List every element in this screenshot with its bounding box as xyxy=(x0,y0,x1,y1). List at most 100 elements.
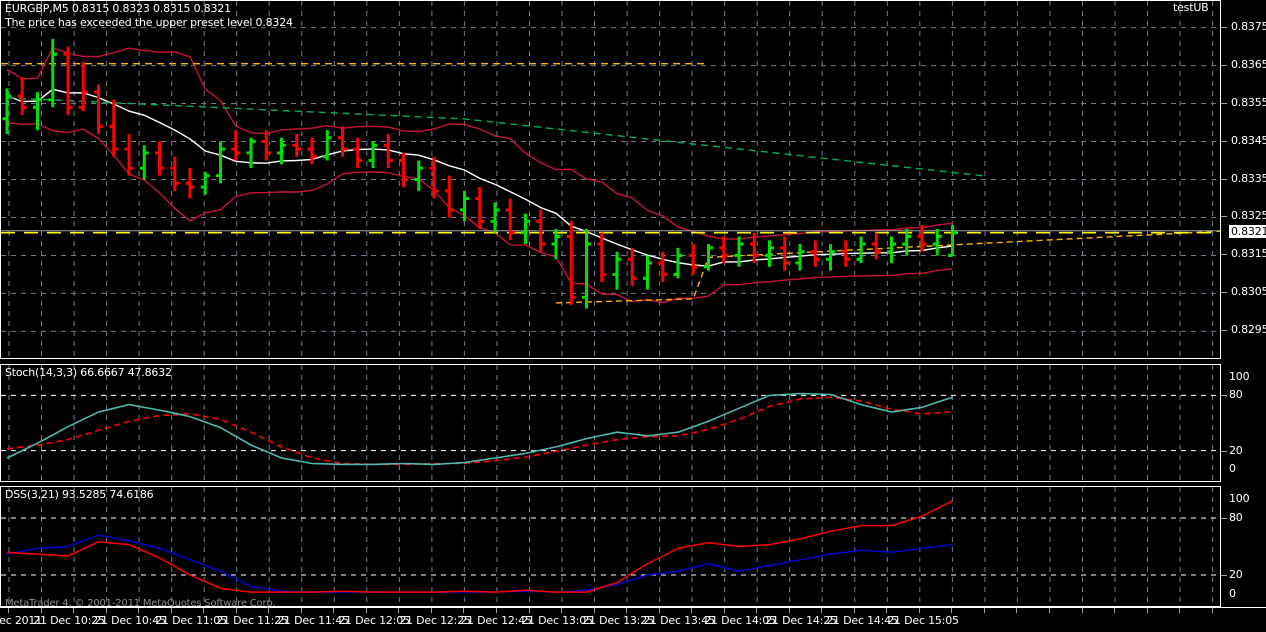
time-axis-tick xyxy=(300,608,302,613)
time-axis-tick xyxy=(951,608,953,613)
indicator-axis-tick xyxy=(1221,450,1227,452)
time-axis-label: 21 Dec 11:25 xyxy=(216,614,288,627)
time-axis-tick xyxy=(658,608,660,613)
time-axis-tick xyxy=(853,608,855,613)
symbol-ohlc-label: EURGBP,M5 0.8315 0.8323 0.8315 0.8321 xyxy=(5,2,231,15)
indicator-axis-label: 80 xyxy=(1229,388,1243,402)
time-axis-label: 21 Dec 15:05 xyxy=(887,614,959,627)
indicator-axis-label: 100 xyxy=(1229,370,1250,383)
time-axis-tick xyxy=(235,608,237,613)
time-axis-tick xyxy=(40,608,42,613)
time-axis-tick xyxy=(821,608,823,613)
time-axis-tick xyxy=(170,608,172,613)
alert-message: The price has exceeded the upper preset … xyxy=(5,16,293,29)
indicator-axis-label: 100 xyxy=(1229,492,1250,505)
time-axis-tick xyxy=(528,608,530,613)
time-axis-tick xyxy=(1211,608,1213,613)
time-axis-tick xyxy=(8,608,9,613)
time-axis-tick xyxy=(691,608,693,613)
price-axis-tick xyxy=(1221,140,1227,142)
time-axis-tick xyxy=(1114,608,1115,613)
time-axis-tick xyxy=(365,608,367,613)
stoch-label: Stoch(14,3,3) 66.6667 47.8632 xyxy=(5,366,172,379)
price-axis-label: 0.8335 xyxy=(1231,171,1266,185)
time-axis-label: 21 Dec 12:25 xyxy=(399,614,471,627)
stoch-plot[interactable] xyxy=(1,365,1220,481)
time-axis-label: 21 Dec 2011 xyxy=(0,614,43,627)
price-axis-label: 0.8355 xyxy=(1231,95,1266,109)
price-axis-label: 0.8295 xyxy=(1231,323,1266,337)
indicator-axis-label: 0 xyxy=(1229,462,1236,475)
time-axis-tick xyxy=(918,608,920,613)
time-axis-tick xyxy=(1146,608,1148,613)
price-axis-label: 0.8305 xyxy=(1231,285,1266,299)
time-axis-tick xyxy=(430,608,432,613)
time-axis-label: 21 Dec 13:05 xyxy=(521,614,593,627)
time-axis-tick xyxy=(138,608,140,613)
price-axis-tick xyxy=(1221,292,1227,294)
time-axis-tick xyxy=(1016,608,1018,613)
time-axis-label: 21 Dec 14:25 xyxy=(765,614,837,627)
price-axis-tick xyxy=(1221,102,1227,104)
time-axis-tick xyxy=(1179,608,1181,613)
dss-plot[interactable] xyxy=(1,487,1220,606)
price-axis[interactable]: 0.8375 0.8365 0.8355 0.8345 0.8335 0.8325 0.83… xyxy=(1221,0,1266,607)
time-axis-label: 21 Dec 14:05 xyxy=(704,614,776,627)
time-axis-label: 21 Dec 13:25 xyxy=(582,614,654,627)
time-axis-tick xyxy=(593,608,595,613)
time-axis-tick xyxy=(1081,608,1083,613)
price-plot[interactable] xyxy=(1,1,1220,358)
time-axis-label: 21 Dec 12:05 xyxy=(338,614,410,627)
time-axis-tick xyxy=(105,608,107,613)
price-axis-label: 0.8365 xyxy=(1231,57,1266,71)
price-axis-tick xyxy=(1221,254,1227,256)
time-axis-label: 21 Dec 13:45 xyxy=(643,614,715,627)
time-axis-label: 21 Dec 14:45 xyxy=(826,614,898,627)
time-axis-tick xyxy=(723,608,725,613)
time-axis-tick xyxy=(788,608,790,613)
dss-indicator-panel[interactable]: DSS(3,21) 93.5285 74.6186 xyxy=(0,486,1221,607)
main-price-panel[interactable]: EURGBP,M5 0.8315 0.8323 0.8315 0.8321 Th… xyxy=(0,0,1221,359)
time-axis-tick xyxy=(626,608,628,613)
stoch-indicator-panel[interactable]: Stoch(14,3,3) 66.6667 47.8632 xyxy=(0,364,1221,482)
price-axis-label: 0.8325 xyxy=(1231,209,1266,223)
time-axis-label: 21 Dec 10:25 xyxy=(33,614,105,627)
indicator-axis-label: 20 xyxy=(1229,443,1243,457)
indicator-axis-tick xyxy=(1221,395,1227,397)
price-axis-tick xyxy=(1221,330,1227,332)
time-axis-tick xyxy=(333,608,335,613)
indicator-axis-tick xyxy=(1221,518,1227,519)
price-axis-tick xyxy=(1221,26,1227,28)
current-price-label: 0.8321 xyxy=(1229,224,1266,238)
time-axis-tick xyxy=(203,608,205,613)
chart-id-watermark: testUB xyxy=(1173,1,1209,14)
time-axis-label: 21 Dec 11:05 xyxy=(155,614,227,627)
time-axis-tick xyxy=(1049,608,1050,613)
time-axis-tick xyxy=(756,608,758,613)
price-axis-label: 0.8315 xyxy=(1231,247,1266,261)
time-axis-tick xyxy=(73,608,75,613)
price-axis-label: 0.8375 xyxy=(1231,19,1266,33)
dss-label: DSS(3,21) 93.5285 74.6186 xyxy=(5,488,154,501)
copyright-notice: MetaTrader 4, © 2001-2011 MetaQuotes Sof… xyxy=(5,598,276,609)
time-axis-tick xyxy=(886,608,888,613)
price-axis-tick xyxy=(1221,64,1227,66)
indicator-axis-label: 80 xyxy=(1229,511,1243,524)
time-axis-label: 21 Dec 11:45 xyxy=(277,614,349,627)
indicator-axis-label: 0 xyxy=(1229,587,1236,600)
indicator-axis-tick xyxy=(1221,575,1227,576)
time-axis-tick xyxy=(463,608,465,613)
time-axis-tick xyxy=(495,608,497,613)
price-axis-label: 0.8345 xyxy=(1231,133,1266,147)
time-axis-tick xyxy=(983,608,985,613)
time-axis-tick xyxy=(398,608,400,613)
time-axis-label: 21 Dec 12:45 xyxy=(460,614,532,627)
price-axis-tick xyxy=(1221,216,1227,218)
indicator-axis-label: 20 xyxy=(1229,568,1243,581)
time-axis-tick xyxy=(268,608,270,613)
time-axis-label: 21 Dec 10:45 xyxy=(94,614,166,627)
price-axis-tick xyxy=(1221,178,1227,180)
time-axis-tick xyxy=(561,608,562,613)
